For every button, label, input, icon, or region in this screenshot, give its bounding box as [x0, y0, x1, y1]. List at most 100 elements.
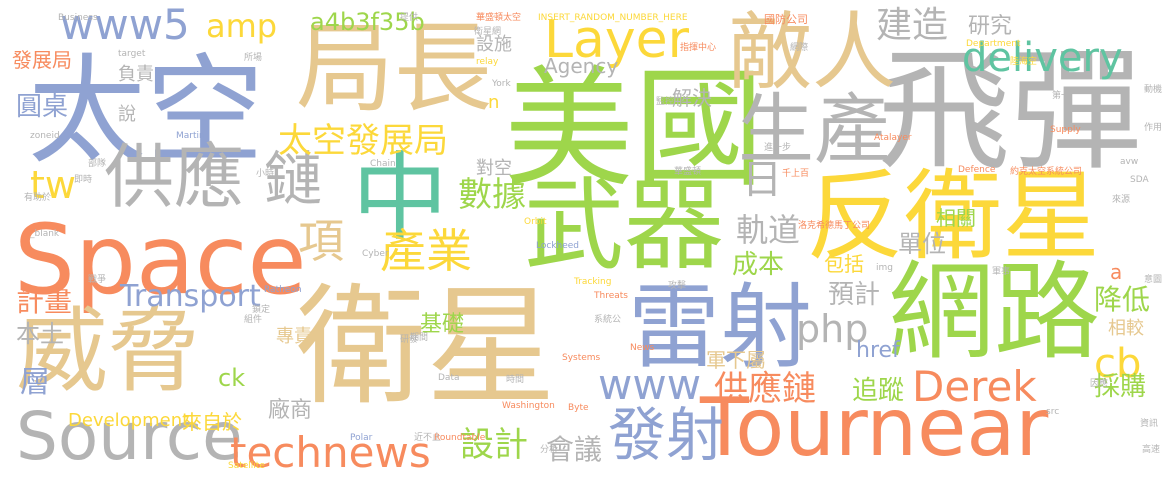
- word-avw: avw: [1120, 157, 1139, 167]
- word-orbit-zh: 軌道: [736, 211, 801, 249]
- word-transport: Transport: [120, 279, 261, 314]
- word-a4b3f35b: a4b3f35b: [310, 8, 425, 36]
- word-high-speed: 高速: [1142, 445, 1161, 455]
- word-lockheed-zh: 洛克希德馬丁公司: [798, 221, 871, 231]
- word-first: 第一: [1052, 91, 1071, 101]
- word-washington-zh: 華盛頓: [674, 167, 702, 177]
- word-department: Department: [966, 39, 1021, 49]
- word-sda-zh: 太空發展局: [278, 121, 448, 161]
- word-unit: 單位: [898, 230, 946, 258]
- word-provide: 提供: [400, 13, 419, 23]
- word-include: 包括: [824, 252, 864, 276]
- word-polar: Polar: [350, 433, 373, 443]
- word-derek: Derek: [912, 362, 1037, 411]
- word-tracking: 追蹤: [852, 376, 905, 406]
- word-blank: _blank: [30, 229, 60, 239]
- word-procurement: 採購: [1094, 372, 1147, 402]
- word-york: York: [492, 79, 511, 89]
- word-href: href: [856, 338, 900, 363]
- word-industry: 產業: [380, 224, 472, 278]
- word-joint-forces: 陸海空: [1010, 57, 1038, 67]
- word-production: 生產: [738, 85, 890, 174]
- word-china: 中: [352, 142, 448, 254]
- word-time: 時間: [506, 375, 525, 385]
- word-data: 數據: [458, 175, 526, 215]
- word-satellite: 衛星: [296, 271, 557, 423]
- word-cost: 成本: [732, 250, 785, 280]
- word-responsible: 負責: [118, 64, 154, 85]
- word-helpful: 有助於: [24, 193, 52, 203]
- word-layer: Layer: [544, 10, 689, 70]
- word-supply-en: Supply: [1050, 125, 1081, 135]
- word-subordinate: 軍下屬: [706, 348, 766, 372]
- word-sda: SDA: [1130, 175, 1149, 185]
- word-chain-en: Chain: [370, 159, 396, 169]
- word-news: News: [630, 343, 655, 353]
- word-source-zh: 來源: [1112, 195, 1131, 205]
- word-threat: 威脅: [16, 298, 201, 405]
- word-lockheed: Lockheed: [536, 241, 580, 251]
- word-byte: Byte: [568, 403, 589, 413]
- word-reduce: 降低: [1094, 283, 1151, 316]
- word-day: 日: [742, 157, 782, 203]
- word-roundtable: Roundtable: [434, 433, 486, 443]
- word-vendor: 廠商: [268, 398, 313, 423]
- word-missile: 飛彈: [878, 35, 1142, 189]
- word-monitor: 監控: [656, 97, 675, 107]
- word-chain: 鏈: [264, 145, 323, 213]
- word-say: 說: [118, 104, 136, 125]
- word-satellite-en: Satellite: [228, 461, 265, 471]
- word-item: 項: [298, 214, 344, 268]
- word-anti-air: 對空: [476, 158, 512, 179]
- word-zoneid: zoneid: [30, 131, 60, 141]
- word-network: 網路: [888, 251, 1100, 374]
- word-defence: Defence: [958, 165, 996, 175]
- word-enemy: 敵人: [728, 3, 897, 101]
- word-satellite-net: 衛星網: [474, 27, 502, 37]
- word-hundreds: 千上百: [782, 169, 810, 179]
- word-roundtable-zh: 圓桌: [16, 92, 69, 122]
- word-respond: 因應: [1090, 379, 1109, 389]
- word-facility: 設施: [476, 34, 512, 55]
- word-delivery: delivery: [962, 35, 1123, 81]
- word-source: Source: [16, 398, 243, 475]
- word-dedicated: 專責: [276, 326, 312, 347]
- word-cb: cb: [1094, 341, 1142, 387]
- word-from: 來自於: [182, 410, 242, 434]
- word-launch: 發射: [608, 401, 725, 469]
- word-research: 研究: [968, 14, 1013, 39]
- word-more-than: 近不止: [414, 433, 442, 443]
- word-supply: 供應: [104, 136, 244, 218]
- word-laser: 雷射: [628, 274, 813, 381]
- word-york-zh: 約克太空系統公司: [1010, 167, 1083, 177]
- word-technews: technews: [230, 428, 431, 477]
- word-realtime: 即時: [74, 175, 93, 185]
- word-troops: 部隊: [88, 159, 107, 169]
- word-layer-zh: 層: [20, 365, 50, 400]
- word-anti-satellite: 反衛星: [806, 160, 1101, 274]
- word-solve: 解決: [672, 86, 712, 110]
- word-img: img: [876, 263, 893, 273]
- word-tracking-en: Tracking: [574, 277, 612, 287]
- word-system-co: 系統公: [594, 315, 622, 325]
- word-role: 作用: [1144, 123, 1163, 133]
- word-plan: 計畫: [16, 285, 73, 318]
- word-src: src: [1046, 407, 1060, 417]
- word-space-en: Space: [14, 204, 307, 316]
- word-analysis: 分析: [540, 445, 559, 455]
- word-relay: relay: [476, 57, 499, 67]
- word-insert-random: INSERT_RANDOM_NUMBER_HERE: [538, 13, 688, 23]
- word-www: www: [598, 360, 702, 409]
- word-hours: 小時: [256, 169, 275, 179]
- word-n: n: [488, 92, 500, 113]
- word-war: 戰爭: [88, 275, 107, 285]
- word-sda-short: 發展局: [12, 48, 72, 72]
- word-www5: www5: [60, 0, 190, 49]
- word-martin: Martin: [176, 131, 205, 141]
- word-atalayer: Atalayer: [874, 133, 912, 143]
- word-period: 期間: [410, 333, 429, 343]
- word-washington: Washington: [502, 401, 555, 411]
- word-component: 組件: [244, 315, 263, 325]
- word-intent: 意圖: [1144, 275, 1163, 285]
- word-lock: 鎖定: [252, 305, 271, 315]
